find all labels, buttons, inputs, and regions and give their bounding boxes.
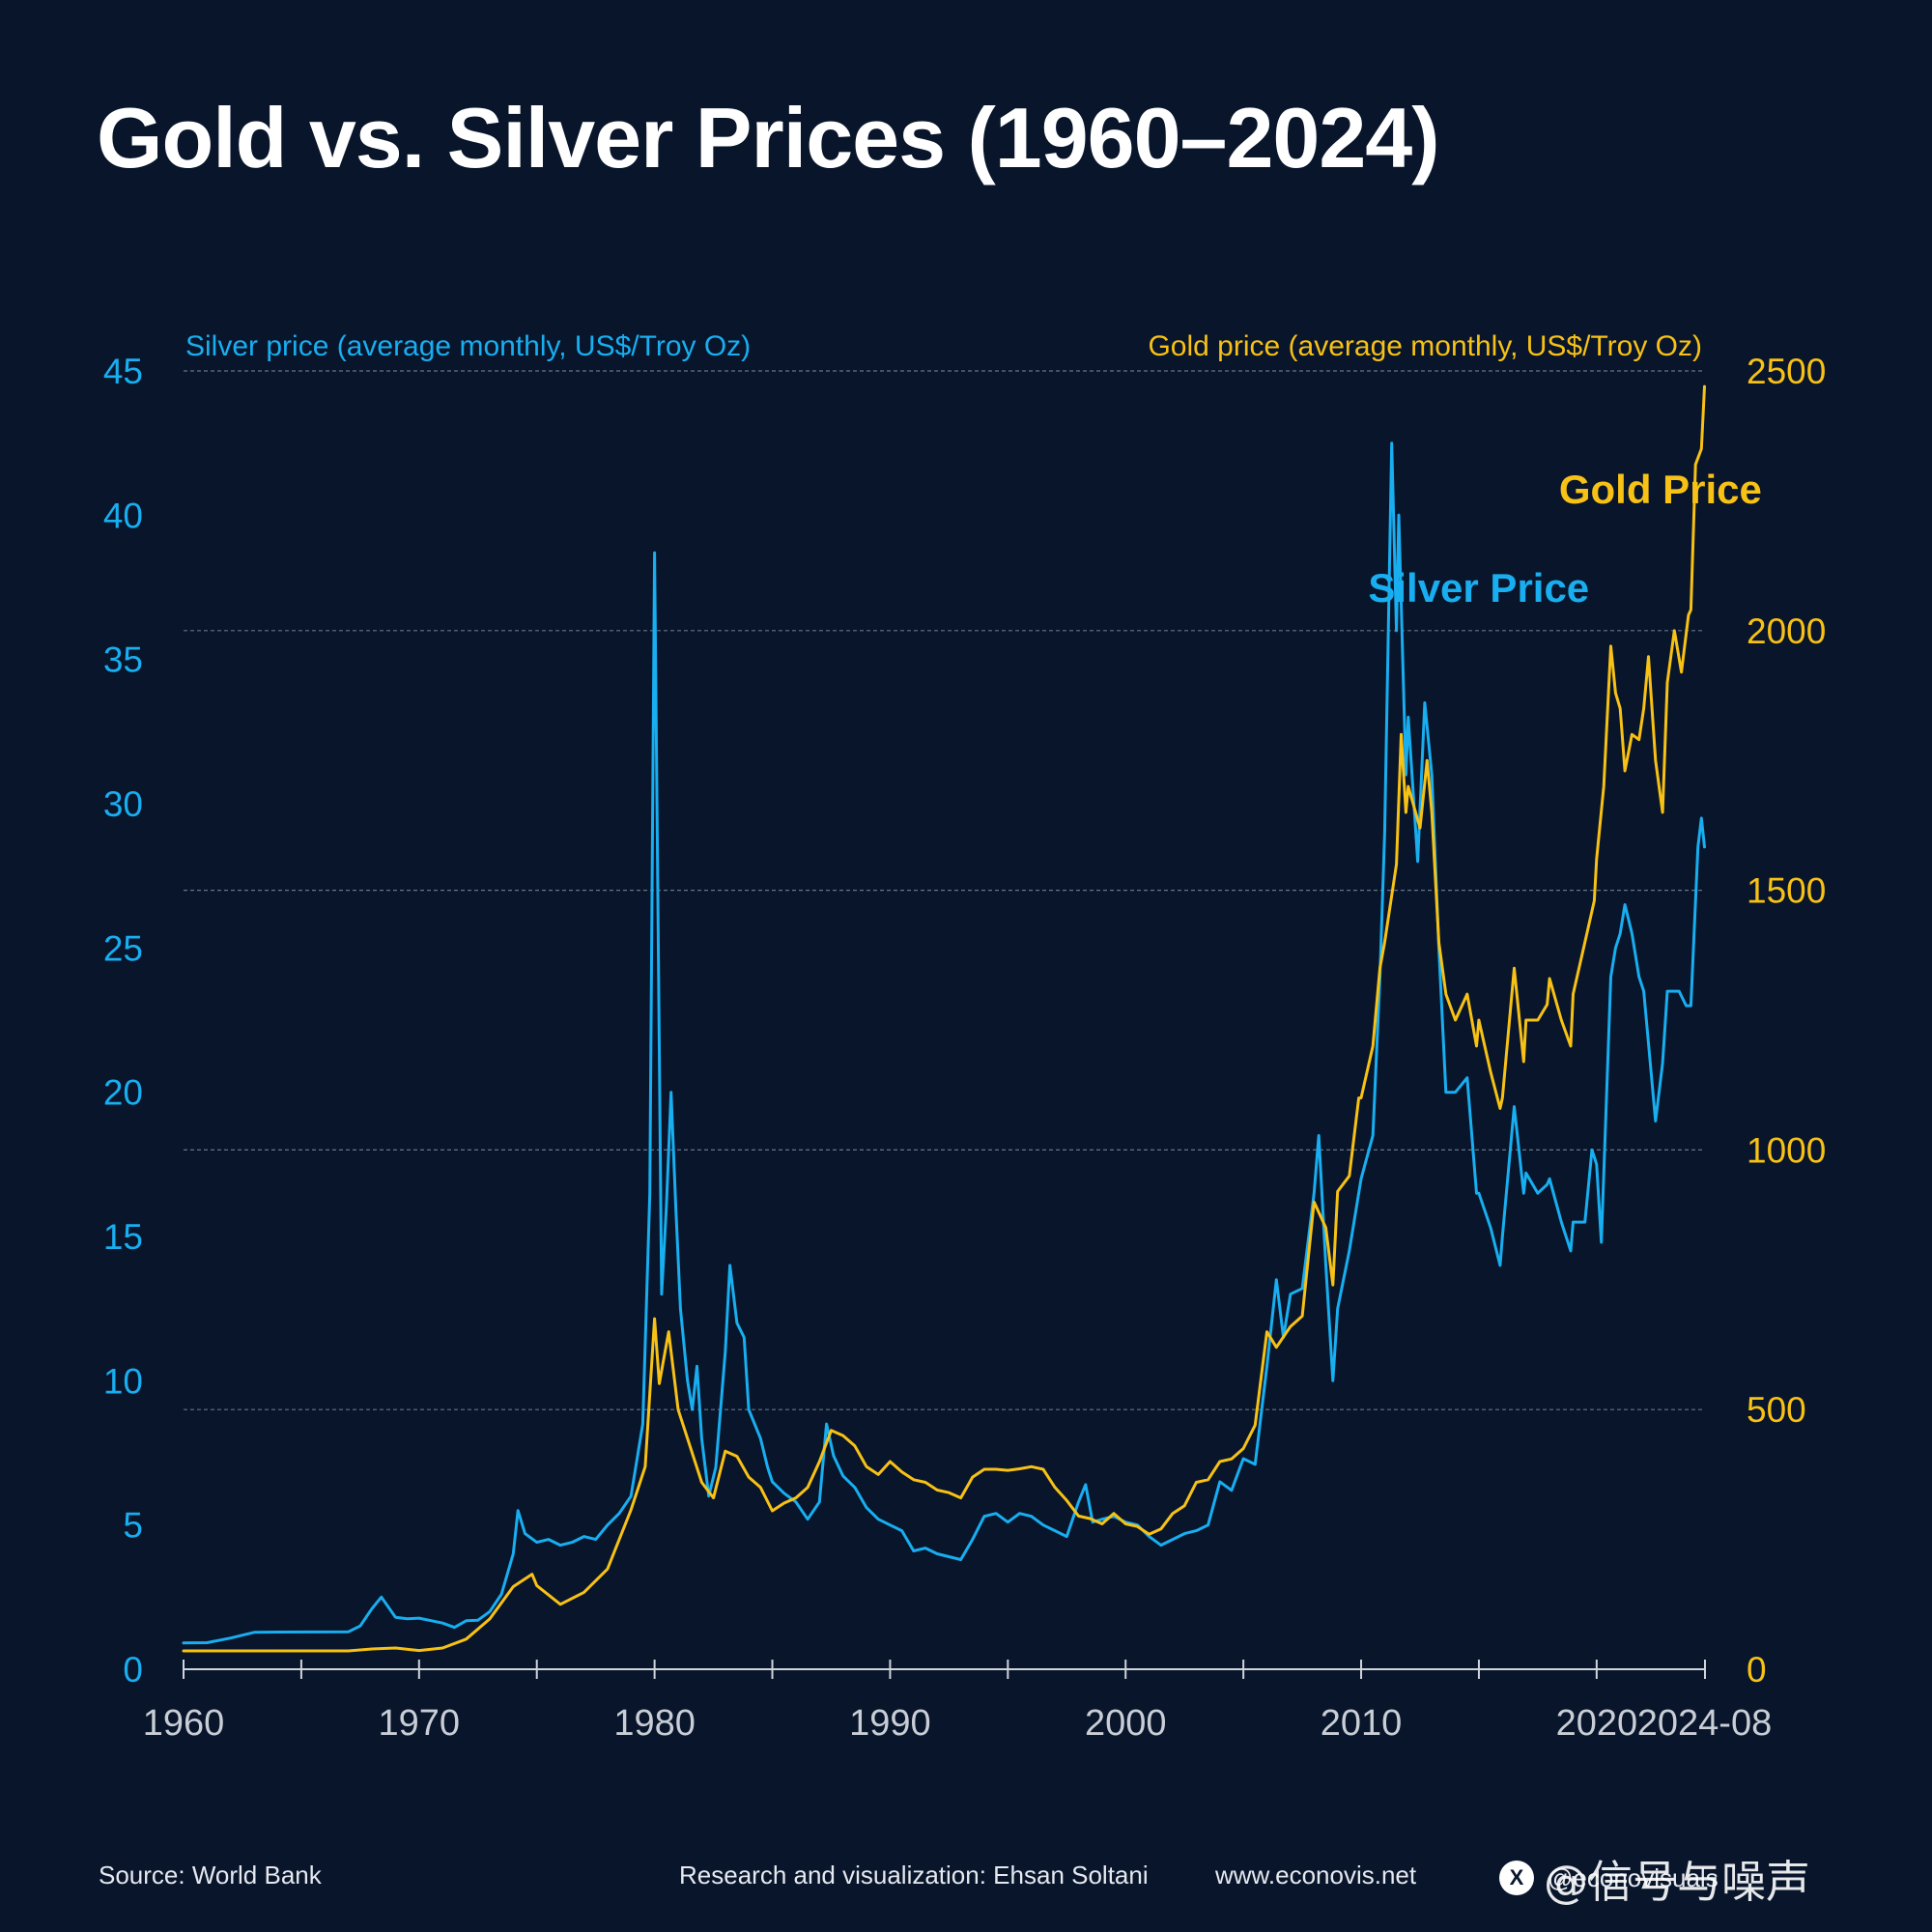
x-tick-label: 1980 — [613, 1703, 696, 1744]
silver-tick-label: 30 — [103, 784, 143, 824]
social-handle: @econovisuals — [1548, 1862, 1719, 1892]
silver-tick-label: 25 — [103, 928, 143, 968]
weibo-watermark: @信号与噪声 — [1544, 1856, 1810, 1908]
gold-tick-label: 1000 — [1747, 1130, 1826, 1170]
silver-tick-label: 35 — [103, 640, 143, 680]
footer-credit: Research and visualization: Ehsan Soltan… — [679, 1861, 1149, 1889]
footer-social[interactable]: X @econovisuals — [1499, 1861, 1719, 1895]
gold-tick-label: 1500 — [1747, 871, 1826, 911]
silver-series-label: Silver Price — [1368, 565, 1589, 611]
silver-tick-label: 15 — [103, 1217, 143, 1257]
gold-price-line — [182, 384, 1706, 1653]
x-tick-label: 2024-08 — [1637, 1703, 1772, 1744]
silver-axis-title: Silver price (average monthly, US$/Troy … — [185, 330, 751, 362]
gold-tick-label: 500 — [1747, 1390, 1806, 1430]
gold-tick-label: 2000 — [1747, 611, 1826, 651]
gold-axis-title: Gold price (average monthly, US$/Troy Oz… — [1148, 330, 1702, 362]
x-tick-label: 2020 — [1556, 1703, 1638, 1744]
axis-layer: 1960 1970 1980 1990 2000 2010 2020 2024-08 0 5 10 1… — [103, 352, 1826, 1744]
x-tick-label: 2000 — [1085, 1703, 1167, 1744]
gold-tick-label: 0 — [1747, 1650, 1767, 1690]
x-tick-label: 1970 — [379, 1703, 461, 1744]
silver-tick-label: 40 — [103, 496, 143, 535]
gold-tick-label: 2500 — [1747, 352, 1826, 391]
x-logo-icon: X — [1499, 1861, 1534, 1895]
silver-tick-label: 0 — [123, 1650, 143, 1690]
grid-layer — [184, 370, 1705, 1410]
gold-series-label: Gold Price — [1559, 467, 1762, 512]
footer-website[interactable]: www.econovis.net — [1215, 1861, 1417, 1889]
label-layer: Silver price (average monthly, US$/Troy … — [185, 330, 1762, 611]
x-tick-label: 1990 — [849, 1703, 931, 1744]
series-layer — [182, 384, 1706, 1653]
silver-tick-label: 20 — [103, 1073, 143, 1113]
silver-tick-label: 10 — [103, 1361, 143, 1401]
page-title: Gold vs. Silver Prices (1960–2024) — [97, 90, 1440, 185]
silver-price-line — [182, 441, 1706, 1645]
silver-tick-label: 45 — [103, 352, 143, 391]
silver-tick-label: 5 — [123, 1506, 143, 1546]
x-tick-label: 1960 — [143, 1703, 225, 1744]
x-tick-label: 2010 — [1321, 1703, 1403, 1744]
footer-source: Source: World Bank — [99, 1861, 322, 1889]
